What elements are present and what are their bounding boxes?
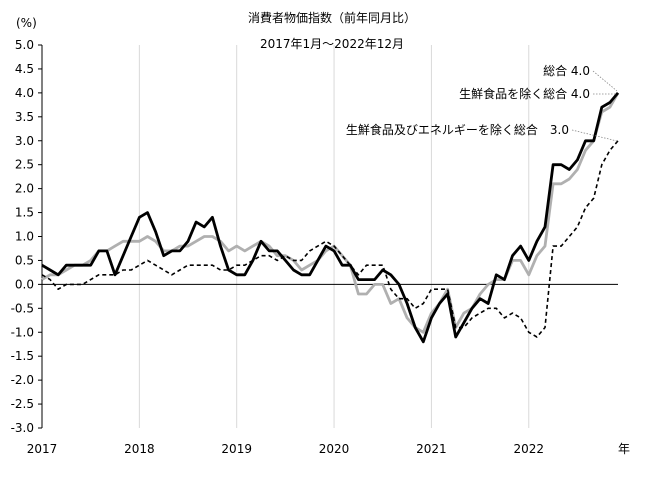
y-tick-label: 1.0 xyxy=(15,230,34,244)
y-tick-label: 0.5 xyxy=(15,253,34,267)
x-tick-label: 2019 xyxy=(221,442,252,456)
x-tick-label: 2018 xyxy=(124,442,155,456)
x-axis-unit-label: 年 xyxy=(618,442,630,456)
y-tick-label: -1.0 xyxy=(11,325,34,339)
axes xyxy=(41,45,618,428)
chart-subtitle: 2017年1月～2022年12月 xyxy=(260,37,404,51)
y-axis-unit-label: (%) xyxy=(16,16,37,30)
x-tick-label: 2021 xyxy=(416,442,447,456)
y-tick-label: 2.0 xyxy=(15,182,34,196)
vertical-gridlines xyxy=(138,45,530,428)
y-tick-label: -2.5 xyxy=(11,397,34,411)
y-tick-label: 3.0 xyxy=(15,134,34,148)
x-tick-label: 2017 xyxy=(27,442,58,456)
series-end-label-1: 生鮮食品を除く総合 4.0 xyxy=(459,86,590,101)
series-lines xyxy=(41,91,620,344)
x-tick-label: 2020 xyxy=(319,442,350,456)
y-tick-label: -2.0 xyxy=(11,373,34,387)
chart-title: 消費者物価指数（前年同月比） xyxy=(248,10,416,25)
y-tick-label: 5.0 xyxy=(15,38,34,52)
series-end-label-0: 総合 4.0 xyxy=(543,63,590,78)
y-tick-label: 1.5 xyxy=(15,206,34,220)
y-tick-label: 3.5 xyxy=(15,110,34,124)
y-tick-label: -1.5 xyxy=(11,349,34,363)
y-tick-label: -3.0 xyxy=(11,421,34,435)
series-end-label-2: 生鮮食品及びエネルギーを除く総合 3.0 xyxy=(346,122,569,137)
y-tick-label: 4.5 xyxy=(15,62,34,76)
y-tick-label: 2.5 xyxy=(15,158,34,172)
x-tick-labels: 2017 2018 2019 2020 2021 2022 xyxy=(27,442,544,456)
line-end-labels: 総合 4.0 生鮮食品を除く総合 4.0 生鮮食品及びエネルギーを除く総合 3.0 xyxy=(346,63,618,142)
y-tick-label: 0.0 xyxy=(15,277,34,291)
series-label-leader-0 xyxy=(592,70,618,92)
y-tick-label: 4.0 xyxy=(15,86,34,100)
x-tick-label: 2022 xyxy=(513,442,544,456)
series-line-2 xyxy=(41,140,619,338)
series-line-0 xyxy=(41,91,620,344)
y-tick-labels: 5.0 4.5 4.0 3.5 3.0 2.5 2.0 1.5 1.0 0.5 0.0 -0.5 -1.… xyxy=(11,38,42,435)
y-tick-label: -0.5 xyxy=(11,301,34,315)
